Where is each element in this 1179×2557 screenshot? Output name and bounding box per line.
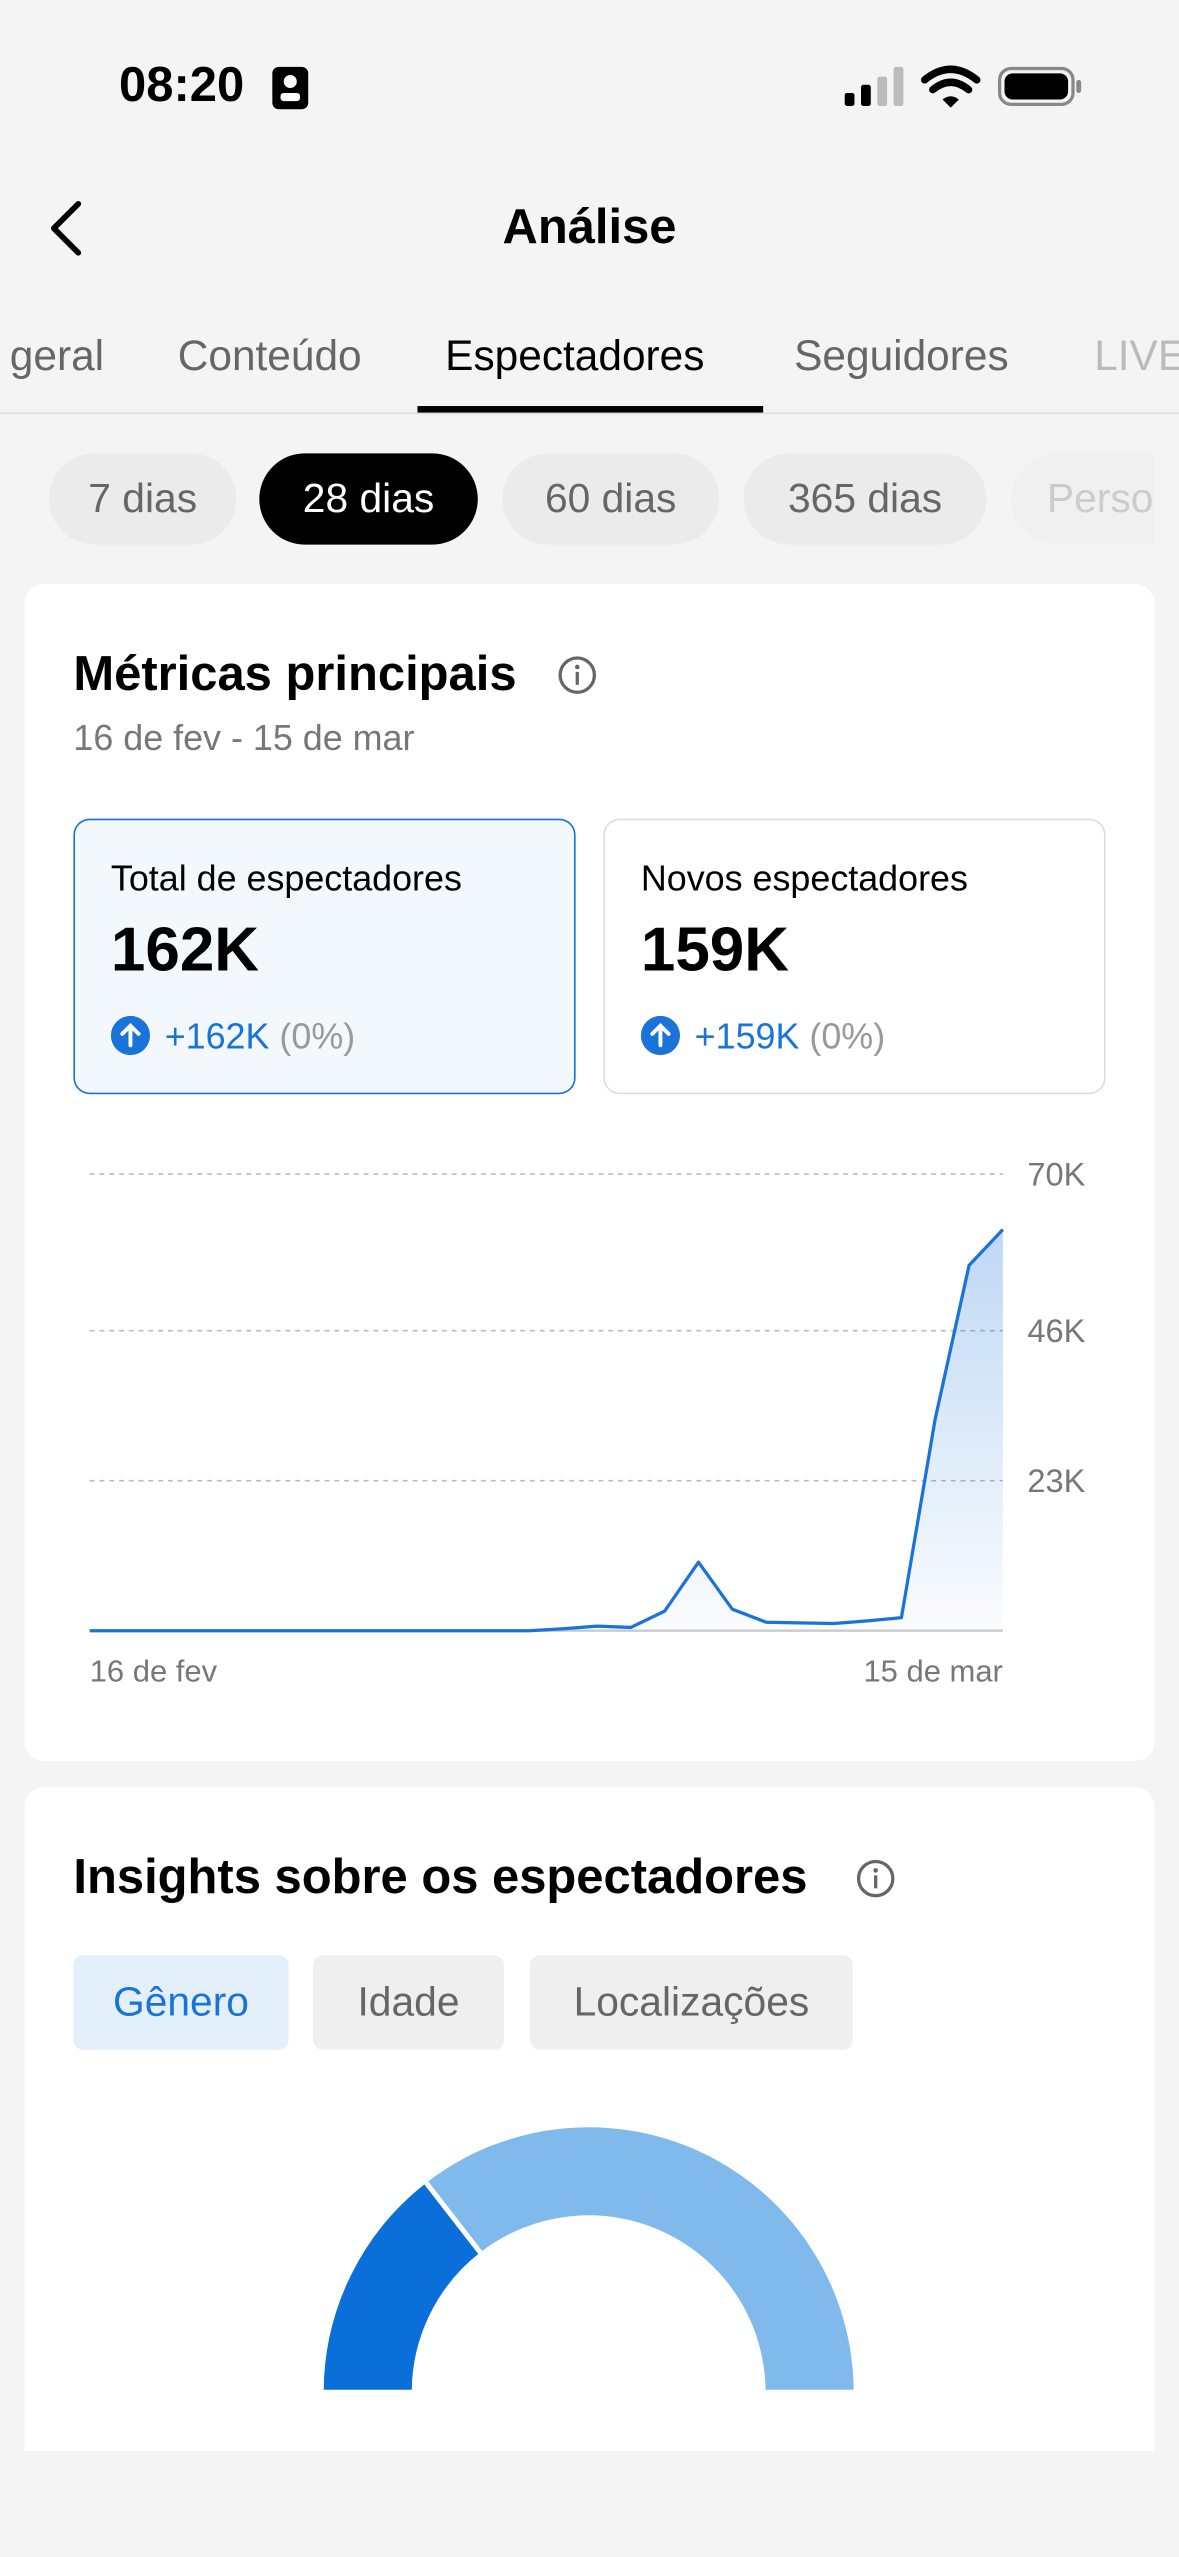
donut-chart	[318, 2122, 859, 2395]
metric-label: Novos espectadores	[640, 857, 968, 899]
area-fill	[89, 1229, 1003, 1631]
tab[interactable]: geral	[9, 331, 105, 380]
line-series	[89, 1228, 1005, 1633]
insight-tab[interactable]: Idade	[313, 1955, 504, 2050]
period-pill-active[interactable]: 28 dias	[259, 453, 478, 545]
status-time: 08:20	[119, 58, 245, 113]
card-title: Métricas principais	[73, 647, 517, 702]
line-chart: 23K 46K 70K 16 de fev 15 de mar	[89, 1156, 1086, 1688]
percent: (0%)	[809, 1015, 886, 1057]
up-icon	[640, 1015, 681, 1056]
metric-tile-selected[interactable]	[73, 818, 576, 1095]
x-tick-label: 15 de mar	[863, 1653, 1002, 1688]
tab[interactable]: Conteúdo	[177, 331, 362, 380]
y-tick-label: 23K	[1027, 1462, 1085, 1499]
tab-active[interactable]: Espectadores	[445, 331, 705, 380]
insight-tab[interactable]: Localizações	[529, 1955, 853, 2050]
metric-label: Total de espectadores	[110, 857, 462, 899]
tab[interactable]: LIVE	[1094, 331, 1179, 380]
info-icon[interactable]	[856, 1859, 895, 1898]
header-title: Análise	[502, 200, 677, 255]
percent: (0%)	[279, 1015, 356, 1057]
up-icon	[110, 1015, 151, 1056]
back-button[interactable]	[46, 199, 88, 258]
change: +162K	[164, 1015, 270, 1057]
y-tick-label: 70K	[1027, 1156, 1085, 1193]
insight-tab-active[interactable]: Gênero	[73, 1955, 289, 2050]
insights-card	[24, 1787, 1155, 2451]
period-pill[interactable]: Personalizado	[1011, 453, 1155, 545]
x-tick-label: 16 de fev	[90, 1653, 218, 1688]
period-pill[interactable]: 365 dias	[743, 453, 987, 545]
donut-segment	[421, 2122, 859, 2395]
tab-indicator	[417, 406, 764, 413]
change: +159K	[694, 1015, 800, 1057]
period-pill[interactable]: 7 dias	[48, 453, 237, 545]
y-tick-label: 46K	[1027, 1312, 1085, 1349]
metric-value: 162K	[110, 916, 260, 985]
metric-tile[interactable]	[603, 818, 1106, 1095]
metric-value: 159K	[640, 916, 790, 985]
metric-change: +159K (0%)	[694, 1015, 886, 1057]
tab-divider	[0, 412, 1179, 415]
card-title: Insights sobre os espectadores	[73, 1850, 808, 1905]
metric-change: +162K (0%)	[164, 1015, 356, 1057]
info-icon[interactable]	[558, 656, 597, 695]
status-indicators	[844, 65, 1082, 108]
tab[interactable]: Seguidores	[794, 331, 1009, 380]
period-pill[interactable]: 60 dias	[502, 453, 720, 545]
status-icons	[272, 66, 309, 110]
date-range: 16 de fev - 15 de mar	[73, 717, 415, 759]
